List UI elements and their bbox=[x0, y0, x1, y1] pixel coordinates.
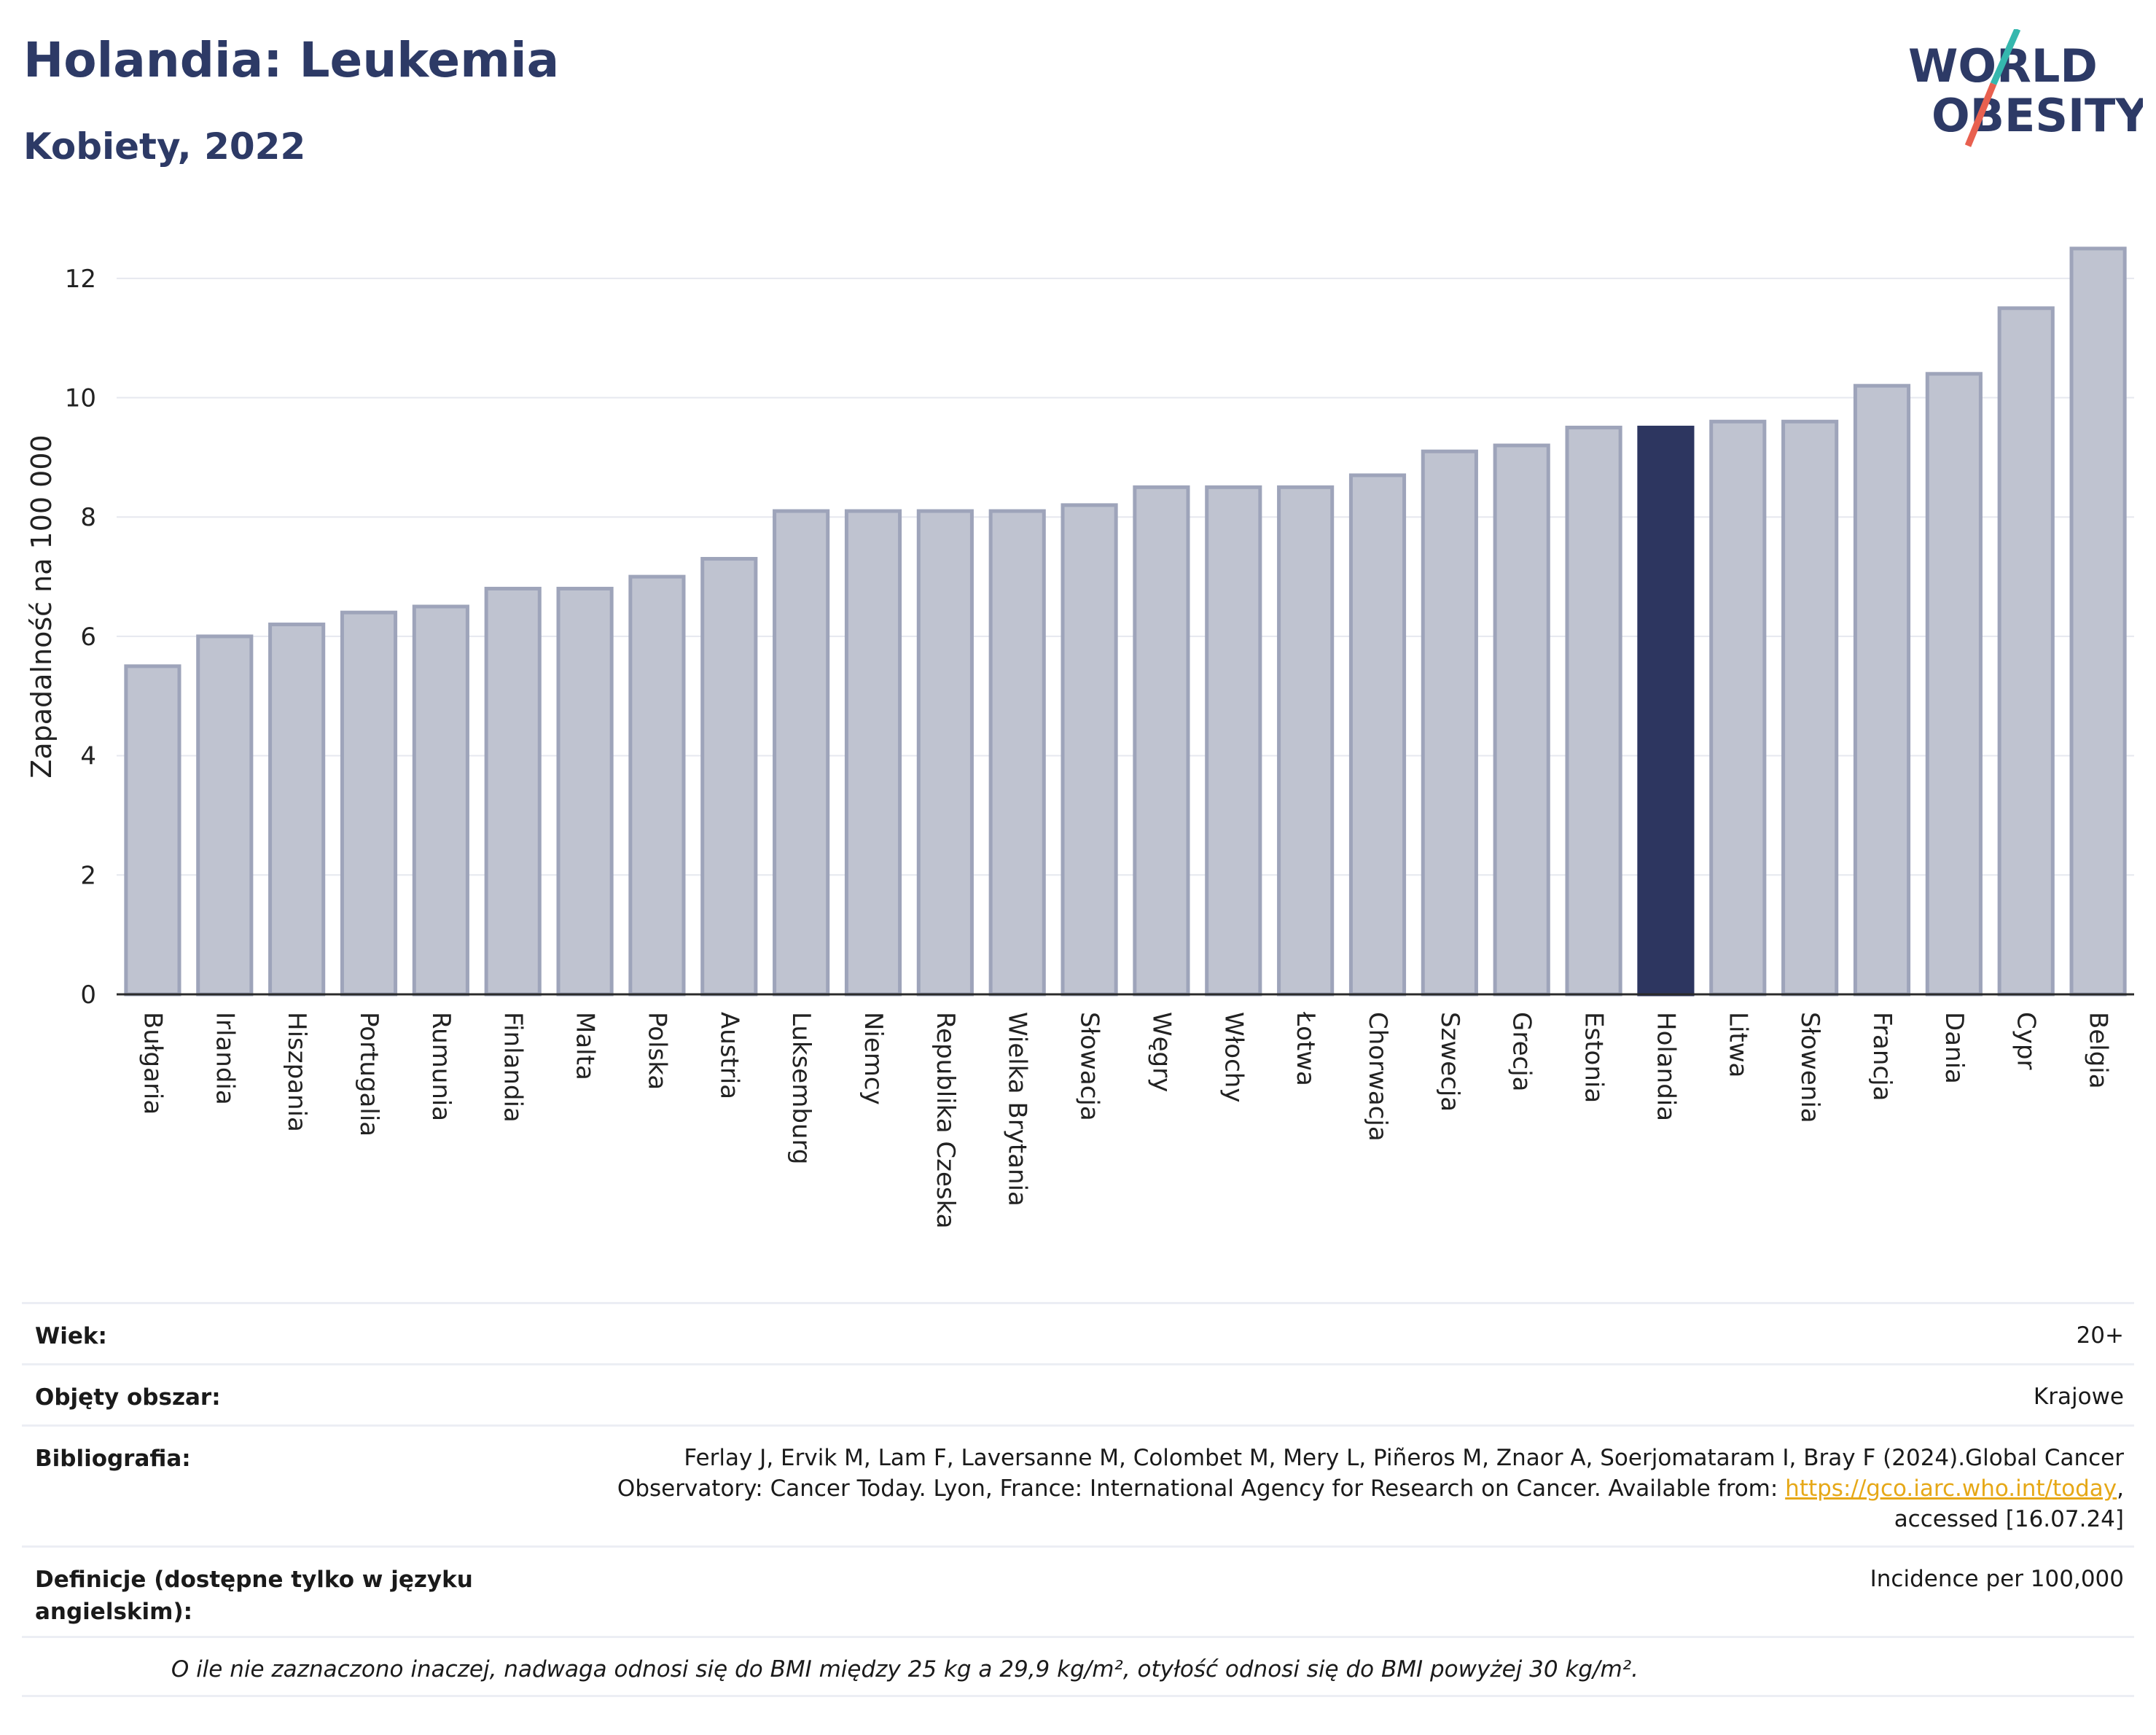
bibliography-line3: accessed [16.07.24] bbox=[1894, 1506, 2124, 1532]
bar bbox=[1637, 425, 1695, 997]
definitions-value: Incidence per 100,000 bbox=[1870, 1566, 2124, 1592]
metadata-table: Wiek: 20+ Objęty obszar: Krajowe Bibliog… bbox=[22, 1302, 2134, 1697]
x-tick-label: Austria bbox=[714, 1012, 743, 1099]
x-tick-label: Irlandia bbox=[210, 1012, 239, 1105]
x-tick-label: Hiszpania bbox=[282, 1012, 311, 1132]
bar bbox=[988, 509, 1046, 997]
bibliography-value: Ferlay J, Ervik M, Lam F, Laversanne M, … bbox=[617, 1443, 2124, 1532]
meta-row-area: Objęty obszar: Krajowe bbox=[22, 1363, 2134, 1424]
bar bbox=[1709, 419, 1767, 997]
y-tick-label: 2 bbox=[80, 861, 96, 890]
x-tick-label: Dania bbox=[1940, 1012, 1969, 1084]
footnote: O ile nie zaznaczono inaczej, nadwaga od… bbox=[171, 1656, 1639, 1683]
bar bbox=[340, 610, 398, 997]
logo-slash-red bbox=[1964, 82, 1997, 147]
bar bbox=[1997, 306, 2055, 997]
area-label: Objęty obszar: bbox=[35, 1384, 221, 1411]
x-tick-label: Republika Czeska bbox=[931, 1012, 960, 1229]
x-tick-label: Cypr bbox=[2012, 1012, 2041, 1069]
bar bbox=[196, 634, 254, 997]
x-tick-label: Malta bbox=[571, 1012, 600, 1080]
bar bbox=[1061, 503, 1118, 997]
bibliography-label: Bibliografia: bbox=[35, 1446, 191, 1472]
area-value: Krajowe bbox=[2033, 1384, 2124, 1410]
age-value: 20+ bbox=[2076, 1322, 2124, 1349]
x-tick-label: Niemcy bbox=[859, 1012, 888, 1105]
x-tick-label: Francja bbox=[1867, 1012, 1897, 1101]
bar bbox=[1277, 485, 1335, 997]
chart-title: Holandia: Leukemia bbox=[23, 32, 560, 88]
bar bbox=[124, 664, 181, 997]
bar bbox=[268, 623, 326, 997]
x-tick-label: Węgry bbox=[1147, 1012, 1176, 1092]
x-tick-label: Chorwacja bbox=[1363, 1012, 1392, 1142]
bar bbox=[700, 557, 758, 997]
x-tick-label: Bułgaria bbox=[138, 1012, 167, 1115]
world-obesity-logo: WORLD OBESITY bbox=[1908, 29, 2143, 147]
bar bbox=[1133, 485, 1190, 997]
bar bbox=[1421, 449, 1478, 997]
logo-slash-teal bbox=[1990, 29, 2021, 85]
x-tick-label: Wielka Brytania bbox=[1003, 1012, 1032, 1206]
x-tick-label: Belgia bbox=[2084, 1012, 2113, 1089]
x-tick-label: Słowenia bbox=[1795, 1012, 1824, 1123]
bibliography-link[interactable]: https://gco.iarc.who.int/today bbox=[1785, 1475, 2117, 1502]
bar bbox=[1565, 425, 1622, 997]
bar bbox=[2069, 246, 2127, 997]
x-tick-label: Portugalia bbox=[354, 1012, 383, 1136]
chart-subtitle: Kobiety, 2022 bbox=[23, 125, 306, 168]
meta-row-age: Wiek: 20+ bbox=[22, 1302, 2134, 1363]
bar bbox=[916, 509, 974, 997]
x-tick-label: Grecja bbox=[1507, 1012, 1536, 1091]
y-axis-label: Zapadalność na 100 000 bbox=[26, 434, 58, 778]
definitions-label: Definicje (dostępne tylko w języku angie… bbox=[35, 1567, 473, 1625]
y-tick-label: 6 bbox=[80, 623, 96, 652]
bibliography-line1: Ferlay J, Ervik M, Lam F, Laversanne M, … bbox=[684, 1445, 2124, 1471]
y-tick-label: 12 bbox=[65, 265, 96, 294]
x-tick-label: Holandia bbox=[1651, 1012, 1680, 1121]
bibliography-line2-end: , bbox=[2117, 1475, 2124, 1502]
x-tick-label: Estonia bbox=[1579, 1012, 1609, 1103]
bar bbox=[556, 586, 614, 997]
x-tick-label: Szwecja bbox=[1435, 1012, 1464, 1112]
x-tick-label: Słowacja bbox=[1075, 1012, 1104, 1121]
x-tick-label: Polska bbox=[642, 1012, 671, 1090]
meta-row-note: O ile nie zaznaczono inaczej, nadwaga od… bbox=[22, 1636, 2134, 1697]
y-tick-label: 8 bbox=[80, 503, 96, 532]
bar bbox=[1853, 383, 1911, 997]
bar bbox=[484, 586, 542, 997]
bar bbox=[1493, 443, 1550, 997]
bar bbox=[628, 574, 686, 997]
meta-row-definitions: Definicje (dostępne tylko w języku angie… bbox=[22, 1545, 2134, 1636]
x-tick-label: Luksemburg bbox=[786, 1012, 816, 1164]
bar-chart: 0 2 4 6 8 10 12 Zapadalność na 100 000 Bułgaria I… bbox=[26, 246, 2134, 1229]
x-tick-label: Litwa bbox=[1723, 1012, 1752, 1077]
age-label: Wiek: bbox=[35, 1323, 107, 1349]
bar bbox=[412, 604, 469, 997]
bar bbox=[1205, 485, 1262, 997]
bar bbox=[844, 509, 902, 997]
x-tick-label: Rumunia bbox=[426, 1012, 456, 1121]
bibliography-line2: Observatory: Cancer Today. Lyon, France:… bbox=[617, 1475, 1786, 1502]
bar bbox=[1925, 372, 1983, 997]
bar bbox=[1348, 473, 1407, 997]
x-tick-label: Włochy bbox=[1219, 1012, 1248, 1102]
y-tick-label: 0 bbox=[80, 980, 96, 1010]
bar bbox=[773, 509, 830, 997]
bar bbox=[1781, 419, 1839, 997]
x-tick-label: Łotwa bbox=[1291, 1011, 1320, 1086]
meta-row-bibliography: Bibliografia: Ferlay J, Ervik M, Lam F, … bbox=[22, 1424, 2134, 1545]
logo-line2: OBESITY bbox=[1932, 89, 2143, 142]
y-tick-label: 4 bbox=[80, 742, 96, 771]
x-tick-label: Finlandia bbox=[499, 1012, 528, 1123]
y-tick-label: 10 bbox=[65, 384, 96, 413]
